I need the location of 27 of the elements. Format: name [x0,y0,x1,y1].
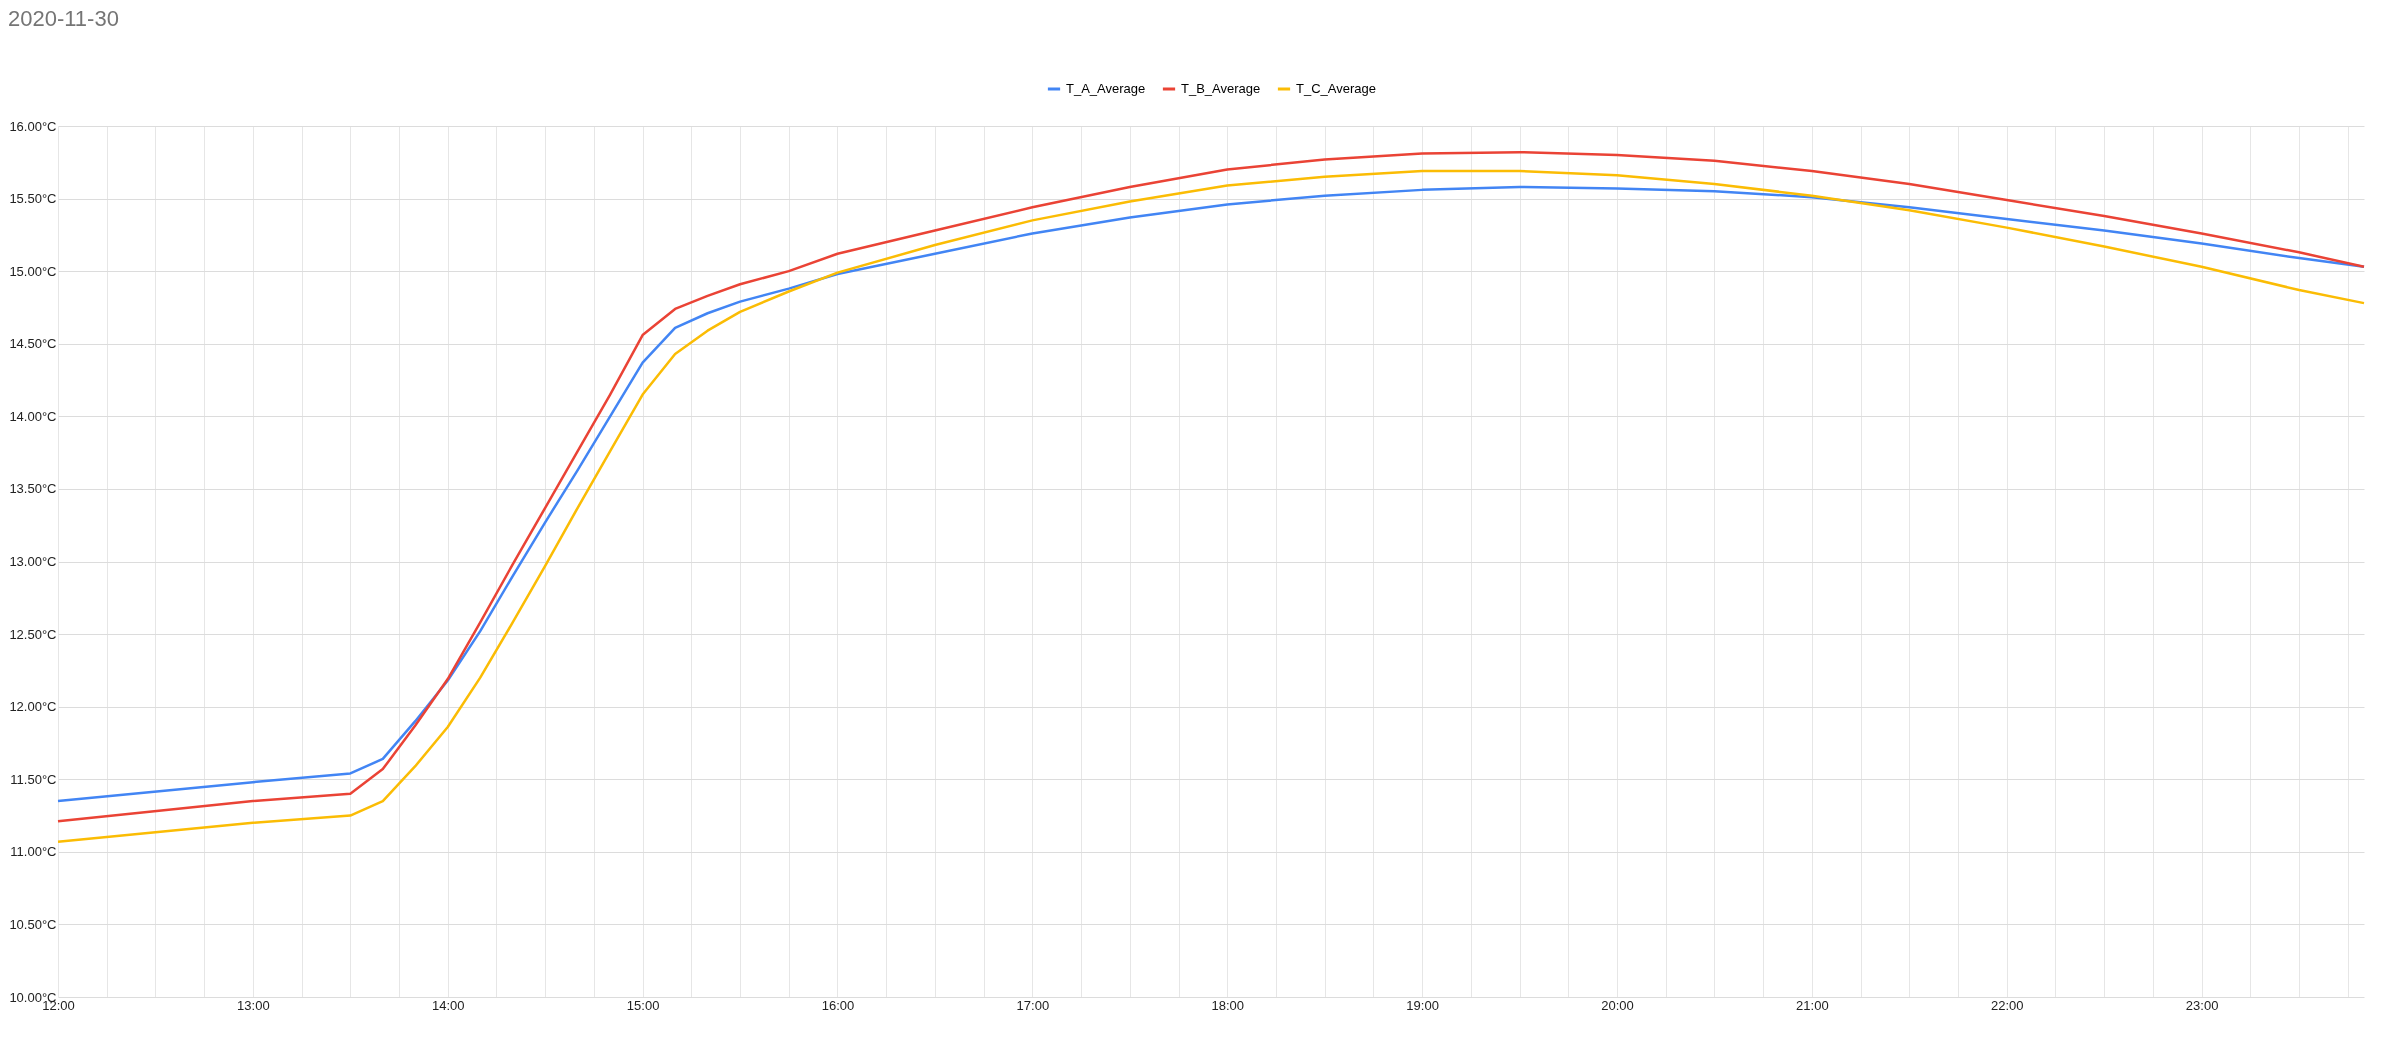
y-tick-label: 16.00°C [9,118,57,134]
y-tick-label: 14.50°C [9,336,57,352]
y-tick-label: 12.00°C [9,699,57,715]
y-tick-label: 15.00°C [9,263,57,279]
legend-label: T_B_Average [1181,81,1261,96]
y-tick-label: 13.00°C [9,554,57,569]
y-tick-label: 11.50°C [10,771,57,787]
y-tick-label: 12.50°C [9,626,57,642]
x-tick-label: 17:00 [1016,997,1050,1013]
x-tick-label: 23:00 [2185,997,2219,1013]
x-tick-label: 16:00 [821,997,855,1013]
x-tick-label: 14:00 [431,997,465,1013]
legend-label: T_A_Average [1066,81,1146,96]
x-tick-label: 20:00 [1601,997,1634,1013]
x-tick-label: 22:00 [1990,997,2024,1013]
y-tick-label: 10.50°C [9,916,57,932]
y-tick-label: 14.00°C [9,408,57,424]
x-tick-label: 18:00 [1211,997,1245,1013]
y-tick-label: 15.50°C [9,191,57,207]
legend-label: T_C_Average [1296,81,1376,96]
x-tick-label: 19:00 [1406,997,1439,1013]
y-tick-label: 11.00°C [10,844,57,860]
x-tick-label: 15:00 [626,997,660,1013]
x-tick-label: 13:00 [237,997,270,1013]
chart-title: 2020-11-30 [8,6,119,31]
y-tick-label: 13.50°C [9,481,57,497]
x-tick-label: 21:00 [1796,997,1829,1013]
